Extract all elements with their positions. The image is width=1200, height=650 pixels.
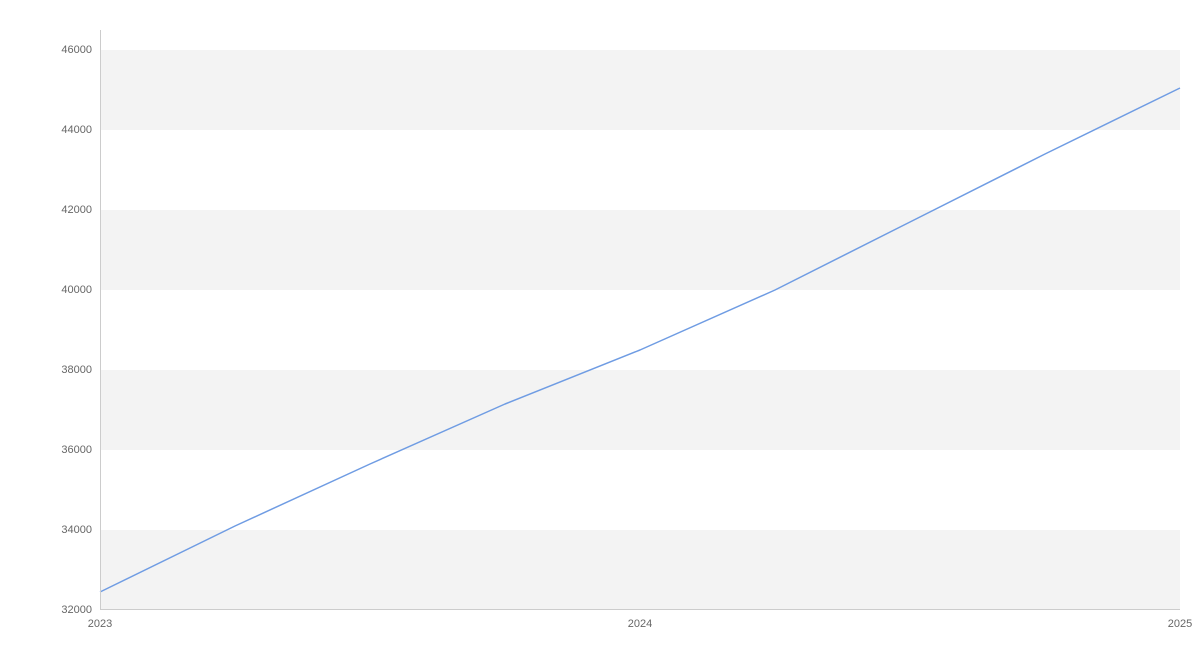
y-tick-label: 40000 [61,284,100,296]
line-series [100,30,1180,610]
y-tick-label: 42000 [61,204,100,216]
x-tick-label: 2023 [88,610,112,630]
plot-area: 3200034000360003800040000420004400046000… [100,30,1180,610]
salary-line-chart: ЗАРПЛАТА В АДМИНИСТРАЦИЯ ГОРОДСКОГО ОКРУ… [0,0,1200,650]
y-axis-line [100,30,101,610]
x-axis-line [100,609,1180,610]
y-tick-label: 38000 [61,364,100,376]
y-tick-label: 36000 [61,444,100,456]
y-tick-label: 46000 [61,44,100,56]
y-tick-label: 34000 [61,524,100,536]
series-line [100,88,1180,592]
x-tick-label: 2024 [628,610,652,630]
x-tick-label: 2025 [1168,610,1192,630]
y-tick-label: 44000 [61,124,100,136]
